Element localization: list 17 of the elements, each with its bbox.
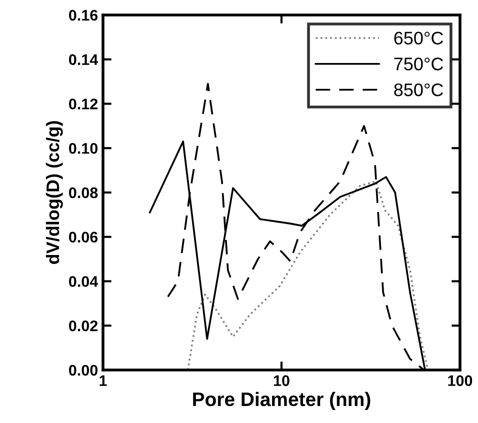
y-tick-label: 0.10 [69,142,98,154]
x-axis-title: Pore Diameter (nm) [193,392,370,410]
y-tick-label: 0.04 [69,276,98,287]
legend-label: 750°C [394,58,444,70]
y-tick-label: 0.12 [69,98,98,110]
y-tick-label: 0.00 [69,364,98,376]
x-tick-label: 1 [100,375,107,386]
y-tick-label: 0.06 [69,232,98,243]
legend-label: 850°C [394,83,444,96]
y-tick-label: 0.16 [69,10,98,21]
x-tick-label: 100 [448,375,472,386]
y-axis-title: dV/dlog(D) (cc/g) [46,121,63,264]
legend-label: 650°C [394,32,444,45]
y-tick-label: 0.02 [69,320,98,332]
y-tick-label: 0.08 [69,187,98,198]
y-tick-label: 0.14 [69,54,98,66]
x-tick-label: 10 [274,375,290,386]
